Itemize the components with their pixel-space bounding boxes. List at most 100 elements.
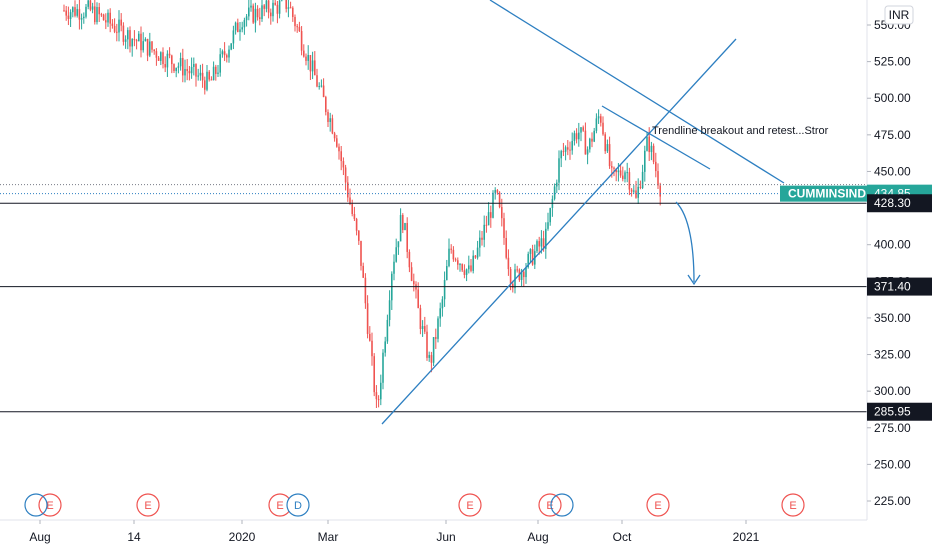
candle-body <box>426 331 428 358</box>
candle-body <box>600 116 602 123</box>
candle-body <box>520 271 523 280</box>
candle-body <box>650 145 653 153</box>
candle-body <box>525 267 527 278</box>
candle-body <box>360 240 362 266</box>
candle-body <box>593 130 595 142</box>
candle-body <box>377 399 380 401</box>
candle-body <box>648 136 650 153</box>
candle-body <box>168 53 171 56</box>
candle-body <box>78 9 81 20</box>
dividend-marker[interactable] <box>286 493 310 517</box>
candle-body <box>325 97 327 113</box>
candle-body <box>105 20 107 23</box>
candle-body <box>138 33 140 42</box>
candle-body <box>353 214 356 219</box>
candle-body <box>94 6 96 23</box>
level-price-label: 285.95 <box>874 405 911 419</box>
candle-body <box>644 150 646 172</box>
candle-body <box>646 136 648 151</box>
candle-body <box>371 340 373 357</box>
y-tick-label: 275.00 <box>874 421 911 435</box>
candle-body <box>245 16 248 21</box>
candle-body <box>516 269 518 271</box>
candle-body <box>296 26 298 28</box>
candle-body <box>375 392 378 400</box>
candle-body <box>439 308 441 319</box>
currency-badge[interactable] <box>884 5 914 25</box>
candle-body <box>140 33 142 51</box>
candle-body <box>523 271 525 278</box>
candle-body <box>177 66 180 68</box>
candle-body <box>329 118 331 122</box>
arrow-head <box>687 274 701 286</box>
candle-body <box>558 158 560 183</box>
candle-body <box>186 68 188 72</box>
candle-body <box>311 60 314 72</box>
candle-body <box>116 31 118 33</box>
candle-body <box>655 161 657 172</box>
earnings-marker[interactable] <box>458 493 482 517</box>
upper-channel-line[interactable] <box>601 105 711 170</box>
annotation-text[interactable]: Trendline breakout and retest...Stror <box>652 125 829 137</box>
candle-body <box>89 0 92 10</box>
candle-body <box>589 138 591 150</box>
candle-body <box>542 238 545 249</box>
candle-body <box>657 171 659 186</box>
candle-body <box>248 7 250 17</box>
candle-body <box>124 39 127 42</box>
candle-body <box>567 147 569 150</box>
candle-body <box>347 182 349 198</box>
candle-body <box>333 133 336 139</box>
candle-body <box>83 16 85 19</box>
earnings-marker[interactable] <box>136 493 160 517</box>
candle-body <box>487 212 490 226</box>
candle-body <box>421 326 424 330</box>
candle-body <box>113 25 116 32</box>
candle-body <box>74 7 76 16</box>
candle-body <box>263 5 265 9</box>
event-marker-extra <box>550 493 574 517</box>
candle-body <box>87 0 89 7</box>
earnings-marker[interactable] <box>38 493 62 517</box>
earnings-marker[interactable] <box>781 493 805 517</box>
candle-body <box>619 170 622 176</box>
candle-body <box>289 7 292 9</box>
candle-body <box>454 259 457 261</box>
rising-trendline[interactable] <box>381 38 737 425</box>
event-letter: E <box>276 500 283 512</box>
projection-arrow[interactable] <box>675 201 695 283</box>
symbol-tag[interactable] <box>780 185 867 202</box>
candle-body <box>388 300 391 320</box>
candle-body <box>349 197 351 205</box>
candle-body <box>659 185 661 197</box>
candle-body <box>307 55 309 61</box>
x-tick-label: Oct <box>613 530 632 544</box>
candle-body <box>613 167 615 169</box>
earnings-marker[interactable] <box>646 493 670 517</box>
candle-body <box>120 19 122 26</box>
candle-body <box>446 266 448 281</box>
candle-body <box>344 167 347 183</box>
candle-body <box>243 20 246 28</box>
symbol-label: CUMMINSIND <box>788 187 866 201</box>
candle-body <box>342 161 345 168</box>
candle-body <box>146 38 149 56</box>
candle-body <box>171 55 173 65</box>
x-tick-label: Aug <box>29 530 50 544</box>
candle-body <box>173 64 175 72</box>
candle-body <box>382 352 384 383</box>
falling-trendline[interactable] <box>489 0 785 184</box>
y-tick-label: 450.00 <box>874 164 911 178</box>
candle-body <box>179 58 182 67</box>
candle-body <box>397 241 400 248</box>
candle-body <box>531 249 534 265</box>
candle-body <box>562 151 565 153</box>
earnings-marker[interactable] <box>538 493 562 517</box>
candle-body <box>160 52 162 61</box>
time-axis[interactable]: Aug 14 2020 Mar Jun Aug Oct 2021 <box>29 520 760 544</box>
event-letter: E <box>789 500 796 512</box>
event-letter: E <box>144 500 151 512</box>
candle-body <box>190 66 193 74</box>
